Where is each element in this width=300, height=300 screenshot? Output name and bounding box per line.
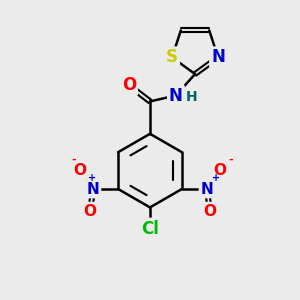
Text: N: N xyxy=(211,48,225,66)
Text: N: N xyxy=(87,182,100,196)
Text: +: + xyxy=(212,173,220,183)
Text: H: H xyxy=(185,90,197,104)
Text: N: N xyxy=(200,182,213,196)
Text: O: O xyxy=(73,163,86,178)
Text: O: O xyxy=(214,163,227,178)
Text: O: O xyxy=(122,76,136,94)
Text: +: + xyxy=(88,173,96,183)
Text: O: O xyxy=(84,204,97,219)
Text: -: - xyxy=(72,154,76,164)
Text: O: O xyxy=(203,204,216,219)
Text: S: S xyxy=(166,48,178,66)
Text: -: - xyxy=(228,154,233,164)
Text: Cl: Cl xyxy=(141,220,159,238)
Text: N: N xyxy=(169,86,183,104)
